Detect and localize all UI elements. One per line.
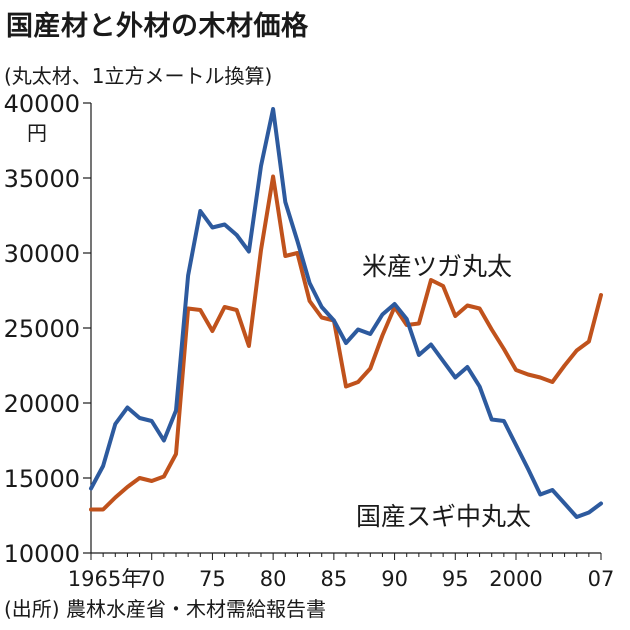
x-tick-label: 2000 xyxy=(489,567,542,591)
x-tick-label: 07 xyxy=(588,567,615,591)
source-note: (出所) 農林水産省・木材需給報告書 xyxy=(4,597,326,621)
series-lines xyxy=(89,107,603,519)
series-line-sugi xyxy=(89,107,603,519)
y-tick-label: 25000 xyxy=(4,315,80,343)
y-tick-label: 35000 xyxy=(4,165,80,193)
x-tick-label: 95 xyxy=(442,567,469,591)
y-tick-label: 30000 xyxy=(4,240,80,268)
series-label-tsuga: 米産ツガ丸太 xyxy=(362,252,512,281)
x-tick-label: 90 xyxy=(381,567,408,591)
y-tick-label: 20000 xyxy=(4,390,80,418)
chart-title: 国産材と外材の木材価格 xyxy=(6,11,309,42)
y-unit-label: 円 xyxy=(27,121,47,145)
chart-subtitle: (丸太材、1立方メートル換算) xyxy=(4,64,273,88)
x-tick-label: 80 xyxy=(260,567,287,591)
y-tick-label: 10000 xyxy=(4,540,80,568)
series-line-tsuga xyxy=(89,174,603,512)
x-tick-label: 75 xyxy=(199,567,226,591)
y-tick-label: 40000 xyxy=(4,90,80,118)
y-axis-ticks: 10000 15000 20000 25000 30000 35000 40000 xyxy=(4,90,91,568)
x-tick-label: 85 xyxy=(320,567,347,591)
x-tick-label: 1965年 xyxy=(68,567,142,591)
series-label-sugi: 国産スギ中丸太 xyxy=(356,502,531,531)
x-tick-label: 70 xyxy=(138,567,165,591)
y-tick-label: 15000 xyxy=(4,465,80,493)
